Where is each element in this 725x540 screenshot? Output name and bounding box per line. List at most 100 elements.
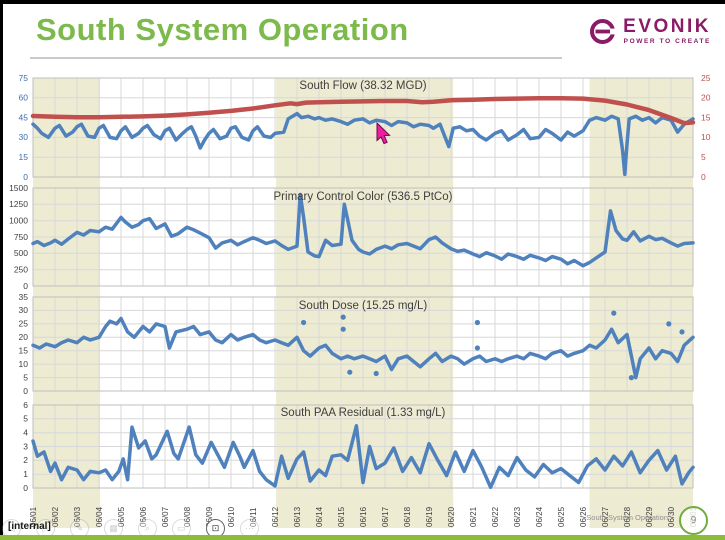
y-right-tick-label: 20 (701, 93, 711, 103)
y-left-tick-label: 750 (14, 232, 28, 242)
logo-brand: EVONIK (623, 16, 711, 37)
y-left-tick-label: 15 (19, 152, 29, 162)
y-left-tick-label: 20 (19, 332, 29, 342)
x-axis-tick-label: 06/14 (315, 506, 324, 527)
x-axis-tick-label: 06/30 (667, 506, 676, 527)
window-frame-top (0, 0, 725, 4)
x-axis-tick-label: 06/05 (117, 506, 126, 527)
scatter-point (301, 319, 307, 326)
x-axis-tick-label: 06/09 (205, 506, 214, 527)
y-left-tick-label: 500 (14, 248, 28, 258)
series-flow-trend (30, 95, 696, 126)
y-left-tick-label: 4 (23, 428, 28, 438)
slide-title: South System Operation (36, 12, 409, 47)
plot-border (32, 77, 694, 178)
series-primary-control-color (31, 192, 695, 268)
x-axis-tick-label: 06/15 (337, 506, 346, 527)
evonik-logo: EVONIK POWER TO CREATE (589, 17, 711, 45)
x-axis-tick-label: 06/13 (293, 506, 302, 527)
y-left-tick-label: 0 (23, 386, 28, 396)
x-axis-tick-label: 06/22 (491, 506, 500, 527)
window-frame-left (0, 0, 3, 536)
scatter-point (666, 321, 672, 327)
highlight-band (589, 78, 693, 528)
logo-tagline: POWER TO CREATE (623, 38, 711, 45)
y-right-tick-label: 25 (701, 73, 711, 83)
x-axis-tick-label: 06/06 (139, 506, 148, 527)
x-axis-tick-label: 06/19 (425, 506, 434, 527)
y-left-tick-label: 30 (19, 305, 29, 315)
scatter-point (474, 345, 480, 351)
y-left-tick-label: 5 (23, 372, 28, 382)
y-left-tick-label: 1 (23, 469, 28, 479)
mouse-cursor (376, 121, 391, 145)
x-axis-tick-label: 06/17 (381, 506, 390, 527)
x-axis-tick-label: 06/29 (645, 506, 654, 527)
scatter-point (340, 326, 346, 332)
y-left-tick-label: 0 (23, 281, 28, 291)
slide-number-badge: 9 (679, 506, 708, 535)
y-left-tick-label: 15 (19, 346, 29, 356)
y-left-tick-label: 2 (23, 455, 28, 465)
y-left-tick-label: 5 (23, 414, 28, 424)
y-left-tick-label: 60 (19, 93, 29, 103)
y-left-tick-label: 1500 (9, 183, 28, 193)
zoom-tool-icon[interactable]: ⌕ (138, 519, 157, 538)
x-axis-tick-label: 06/10 (227, 506, 236, 527)
series-south-paa-residual (31, 424, 695, 490)
x-axis-tick-label: 06/28 (623, 506, 632, 527)
x-axis-tick-label: 06/21 (469, 506, 478, 527)
y-right-tick-label: 15 (701, 112, 711, 122)
plot-border (32, 187, 694, 287)
more-options-icon[interactable]: ⋯ (240, 519, 259, 538)
y-left-tick-label: 10 (19, 359, 29, 369)
y-left-tick-label: 1250 (9, 199, 28, 209)
evonik-e-icon (590, 18, 617, 44)
x-axis-tick-label: 06/23 (513, 506, 522, 527)
bottom-accent-bar (0, 535, 725, 540)
title-underline (30, 57, 562, 59)
x-axis-tick-label: 06/11 (249, 507, 258, 527)
y-left-tick-label: 0 (23, 172, 28, 182)
scatter-point (373, 370, 379, 377)
footer-slide-name: South System Operation (586, 513, 668, 522)
x-axis-tick-label: 06/02 (51, 506, 60, 527)
y-left-tick-label: 45 (19, 112, 29, 122)
x-axis-tick-label: 06/24 (535, 506, 544, 527)
x-axis-tick-label: 06/26 (579, 506, 588, 527)
y-left-tick-label: 1000 (9, 216, 28, 226)
scatter-point (474, 319, 480, 326)
x-axis-tick-label: 06/25 (557, 506, 566, 527)
y-right-tick-label: 0 (701, 172, 706, 182)
y-left-tick-label: 3 (23, 441, 28, 451)
scatter-point (347, 369, 353, 375)
scatter-point (679, 329, 685, 335)
scatter-point (611, 310, 617, 316)
internal-classification-label: [internal] (8, 521, 51, 532)
y-left-tick-label: 35 (19, 292, 29, 302)
x-axis-tick-label: 06/27 (601, 506, 610, 527)
scatter-point (628, 375, 635, 381)
scatter-point (340, 314, 346, 320)
series-south-flow (31, 111, 695, 177)
y-left-tick-label: 25 (19, 319, 29, 329)
logo-text: EVONIK POWER TO CREATE (623, 17, 711, 45)
y-left-tick-label: 0 (23, 483, 28, 493)
y-left-tick-label: 6 (23, 400, 28, 410)
series-south-dose (31, 316, 695, 380)
x-axis-tick-label: 06/20 (447, 506, 456, 527)
x-axis-tick-label: 06/04 (95, 506, 104, 527)
y-left-tick-label: 30 (19, 132, 29, 142)
x-axis-tick-label: 06/01 (29, 506, 38, 527)
y-right-tick-label: 10 (701, 132, 711, 142)
x-axis-tick-label: 06/12 (271, 506, 280, 527)
x-axis-tick-label: 06/07 (161, 506, 170, 527)
x-axis-tick-label: 06/18 (403, 506, 412, 527)
y-left-tick-label: 75 (19, 73, 29, 83)
y-right-tick-label: 5 (701, 152, 706, 162)
x-axis-tick-label: 06/03 (73, 506, 82, 527)
presenter-toolbar: ◁ ▷ ✎ ▦ ⌕ ▭ ⊡ ⋯ (2, 519, 259, 538)
x-axis-tick-label: 06/08 (183, 506, 192, 527)
y-left-tick-label: 250 (14, 265, 28, 275)
